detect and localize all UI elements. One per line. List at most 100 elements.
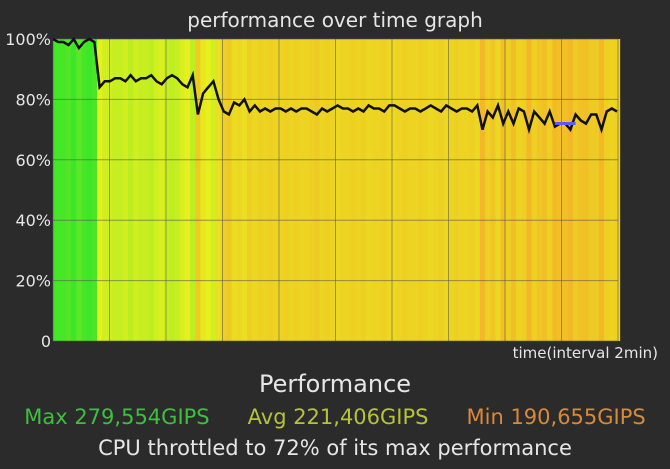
performance-stats: Max 279,554GIPS Avg 221,406GIPS Min 190,… bbox=[0, 405, 670, 429]
heat-stripe bbox=[614, 39, 621, 341]
heat-stripe bbox=[252, 39, 258, 341]
heat-stripe bbox=[195, 39, 202, 341]
heat-stripe bbox=[588, 39, 595, 341]
heat-stripe bbox=[159, 39, 165, 341]
heat-stripe bbox=[122, 39, 129, 341]
heat-stripe bbox=[366, 39, 372, 341]
heat-stripe bbox=[96, 39, 103, 341]
heat-stripe bbox=[350, 39, 357, 341]
heat-stripe bbox=[55, 39, 62, 341]
heat-stripe bbox=[454, 39, 460, 341]
chart-title: performance over time graph bbox=[187, 8, 483, 32]
heat-stripe bbox=[86, 39, 93, 341]
heat-stripe bbox=[314, 39, 321, 341]
heat-stripe bbox=[360, 39, 367, 341]
y-tick-label: 0 bbox=[41, 332, 51, 351]
heat-stripe bbox=[417, 39, 424, 341]
heat-stripe bbox=[112, 39, 119, 341]
heat-stripe bbox=[583, 39, 590, 341]
heat-stripe bbox=[464, 39, 471, 341]
throttle-note: CPU throttled to 72% of its max performa… bbox=[98, 436, 572, 460]
heat-stripe bbox=[340, 39, 346, 341]
max-performance: Max 279,554GIPS bbox=[24, 405, 210, 429]
heat-stripe bbox=[226, 39, 233, 341]
heat-stripe bbox=[283, 39, 290, 341]
heat-stripe bbox=[567, 39, 574, 341]
heat-stripe bbox=[557, 39, 564, 341]
heat-stripe bbox=[355, 39, 362, 341]
heat-stripe bbox=[133, 39, 139, 341]
heat-stripe bbox=[205, 39, 212, 341]
heat-stripe bbox=[407, 39, 414, 341]
heat-stripe bbox=[184, 39, 191, 341]
heat-stripe bbox=[562, 39, 569, 341]
heat-stripe bbox=[153, 39, 160, 341]
heat-stripe bbox=[510, 39, 517, 341]
heat-stripe bbox=[91, 39, 98, 341]
heat-stripe bbox=[376, 39, 383, 341]
heat-stripe bbox=[381, 39, 388, 341]
heat-stripe bbox=[598, 39, 605, 341]
heat-stripe bbox=[469, 39, 476, 341]
heat-stripe bbox=[138, 39, 145, 341]
heat-stripe bbox=[402, 39, 409, 341]
y-tick-label: 60% bbox=[15, 151, 51, 170]
y-tick-label: 40% bbox=[15, 211, 51, 230]
heat-stripe bbox=[428, 39, 434, 341]
heat-stripe bbox=[573, 39, 579, 341]
heat-stripe bbox=[547, 39, 553, 341]
heat-stripe bbox=[200, 39, 207, 341]
heat-stripe bbox=[257, 39, 264, 341]
heat-stripe bbox=[578, 39, 584, 341]
heat-stripe bbox=[500, 39, 507, 341]
performance-line bbox=[52, 36, 618, 135]
heat-stripe bbox=[65, 39, 72, 341]
heat-stripe bbox=[474, 39, 481, 341]
heat-stripe bbox=[179, 39, 186, 341]
grid-lines bbox=[52, 38, 619, 342]
heat-stripe bbox=[241, 39, 248, 341]
heat-stripe bbox=[536, 39, 543, 341]
performance-heading: Performance bbox=[258, 370, 412, 398]
heat-stripe bbox=[324, 39, 331, 341]
heat-stripe bbox=[107, 39, 114, 341]
heat-stripe bbox=[433, 39, 440, 341]
heat-stripe bbox=[443, 39, 450, 341]
heat-stripe bbox=[143, 39, 150, 341]
heat-stripe bbox=[309, 39, 315, 341]
heat-stripe bbox=[272, 39, 279, 341]
heat-stripe bbox=[593, 39, 600, 341]
heat-stripe bbox=[71, 39, 77, 341]
heat-stripe bbox=[335, 39, 341, 341]
heat-stripe bbox=[521, 39, 528, 341]
heat-stripe bbox=[81, 39, 88, 341]
heat-stripe bbox=[490, 39, 496, 341]
heat-stripe bbox=[128, 39, 134, 341]
x-axis-label: time(interval 2min) bbox=[512, 344, 658, 362]
heat-stripe bbox=[531, 39, 538, 341]
heat-stripe bbox=[386, 39, 393, 341]
performance-heat-background bbox=[53, 39, 621, 341]
heat-stripe bbox=[247, 39, 253, 341]
heat-stripe bbox=[164, 39, 171, 341]
heat-stripe bbox=[117, 39, 124, 341]
heat-stripe bbox=[438, 39, 445, 341]
heat-stripe bbox=[459, 39, 465, 341]
heat-stripe bbox=[267, 39, 274, 341]
heat-stripe bbox=[391, 39, 398, 341]
heat-stripe bbox=[422, 39, 429, 341]
min-performance: Min 190,655GIPS bbox=[466, 405, 646, 429]
heat-stripe bbox=[329, 39, 336, 341]
heat-stripe bbox=[215, 39, 222, 341]
heat-stripe bbox=[169, 39, 176, 341]
heat-stripe bbox=[190, 39, 196, 341]
y-tick-label: 100% bbox=[5, 30, 51, 49]
heat-stripe bbox=[221, 39, 227, 341]
heat-stripe bbox=[231, 39, 238, 341]
heat-stripe bbox=[516, 39, 522, 341]
heat-stripe bbox=[609, 39, 616, 341]
heat-stripe bbox=[371, 39, 377, 341]
heat-stripe bbox=[148, 39, 155, 341]
heat-stripe bbox=[303, 39, 310, 341]
